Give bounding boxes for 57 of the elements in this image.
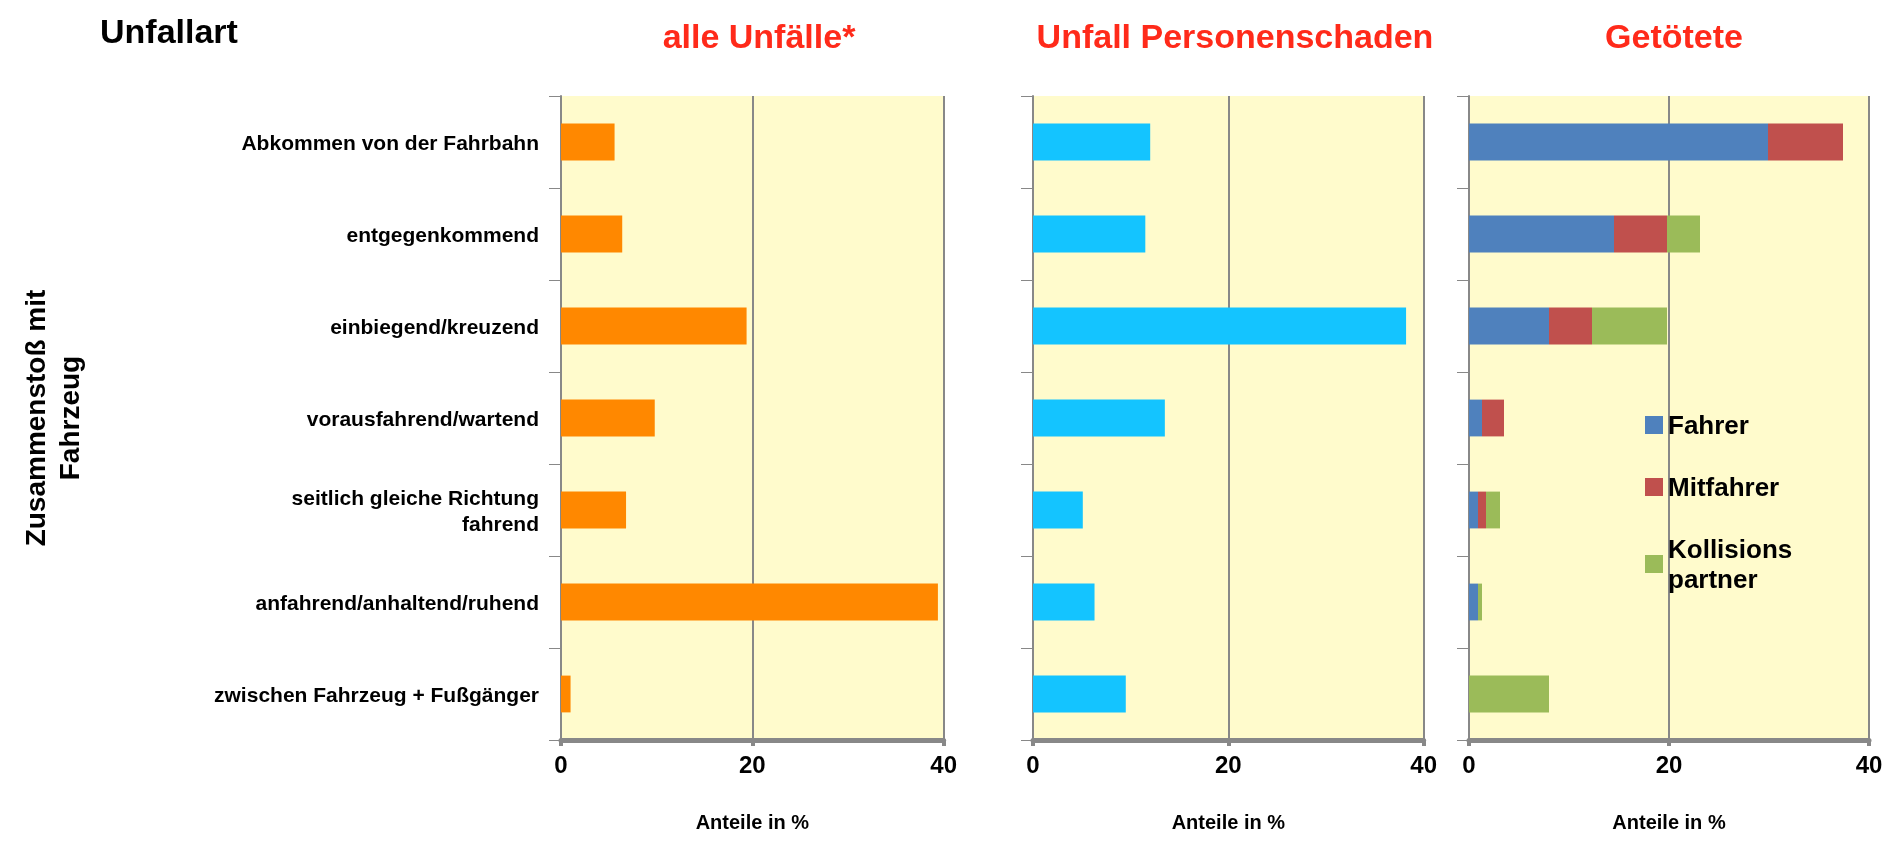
bar: [1469, 307, 1549, 345]
chart-title: Unfall Personenschaden: [1036, 17, 1434, 55]
bar: [1478, 583, 1482, 621]
bar: [1478, 491, 1486, 529]
bar: [1469, 675, 1549, 713]
chart-title: Getötete: [1605, 17, 1743, 55]
bar: [1033, 675, 1126, 713]
x-tick-label: 20: [738, 750, 766, 778]
bar: [561, 583, 938, 621]
x-tick-label: 40: [1410, 750, 1437, 778]
legend-label: Mitfahrer: [1668, 472, 1780, 502]
bar: [1486, 491, 1500, 529]
bar: [561, 307, 747, 345]
y-tick-label: entgegenkommend: [346, 222, 539, 246]
bar: [1469, 583, 1478, 621]
bar: [1033, 583, 1095, 621]
bar: [1033, 123, 1151, 161]
y-tick-label: seitlich gleiche Richtung fahrend: [291, 485, 539, 535]
bar: [561, 399, 655, 437]
bar: [1469, 123, 1768, 161]
text: Unfallart: [100, 12, 238, 50]
bar: [561, 123, 615, 161]
bar: [1614, 215, 1667, 253]
y-axis-title: Zusammenstoß mit Fahrzeug: [19, 289, 85, 547]
legend-label: Kollisions partner: [1668, 534, 1793, 594]
x-axis-title: Anteile in %: [1171, 811, 1286, 833]
y-tick-label: anfahrend/anhaltend/ruhend: [255, 590, 539, 614]
bar: [1033, 491, 1083, 529]
x-tick-label: 0: [1026, 750, 1040, 778]
bar: [1592, 307, 1667, 345]
bar: [1033, 307, 1407, 345]
bar: [1033, 215, 1146, 253]
bar: [1033, 399, 1165, 437]
x-tick-label: 20: [1655, 750, 1683, 778]
bar: [561, 491, 627, 529]
bar: [561, 675, 571, 713]
chart-title: alle Unfälle*: [662, 17, 857, 55]
x-axis-title: Anteile in %: [1612, 811, 1726, 833]
x-axis-title: Anteile in %: [695, 811, 810, 833]
bar: [1482, 399, 1504, 437]
legend-label: Fahrer: [1668, 410, 1749, 440]
bar: [561, 215, 623, 253]
x-tick-label: 0: [1462, 750, 1476, 778]
y-tick-label: einbiegend/kreuzend: [330, 314, 539, 338]
x-tick-label: 40: [1855, 750, 1883, 778]
y-tick-label: vorausfahrend/wartend: [306, 406, 539, 430]
bar: [1469, 215, 1614, 253]
bar: [1768, 123, 1843, 161]
y-tick-label: Abkommen von der Fahrbahn: [241, 130, 539, 154]
x-tick-label: 20: [1214, 750, 1242, 778]
x-tick-label: 0: [554, 750, 568, 778]
bar: [1469, 399, 1482, 437]
bar: [1549, 307, 1592, 345]
y-tick-label: zwischen Fahrzeug + Fußgänger: [214, 682, 539, 706]
x-tick-label: 40: [930, 750, 957, 778]
bar: [1469, 491, 1478, 529]
bar: [1667, 215, 1700, 253]
